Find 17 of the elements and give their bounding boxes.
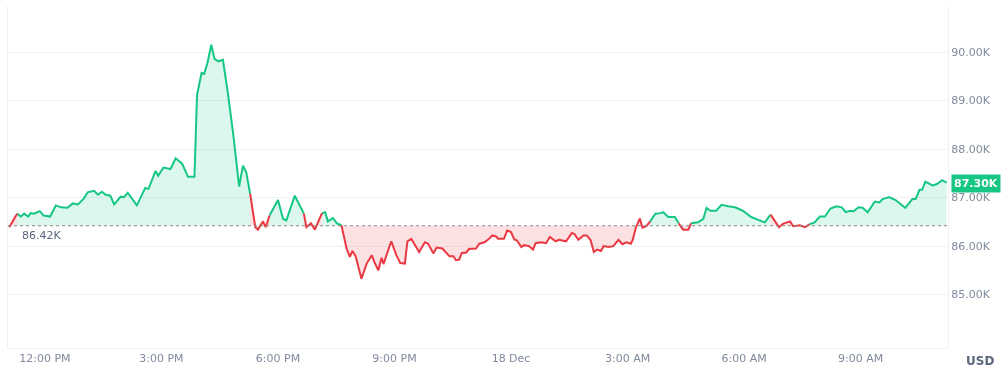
x-tick-label: 6:00 PM (255, 352, 301, 366)
y-tick-label: 89.00K (951, 94, 991, 108)
y-tick-label: 85.00K (951, 288, 991, 302)
x-tick-label: 3:00 PM (139, 352, 184, 366)
y-tick-label: 86.00K (951, 239, 991, 253)
y-tick-label: 87.00K (951, 191, 991, 205)
y-tick-label: 90.00K (951, 45, 991, 59)
ref-line-label: 86.42K (22, 229, 62, 242)
annotation: 87.30K (954, 177, 998, 190)
x-tick-label: 18 Dec (491, 352, 531, 366)
x-tick-label: 12:00 PM (19, 352, 71, 366)
x-tick-label: 3:00 AM (604, 352, 651, 366)
y-tick-label: 88.00K (951, 142, 991, 156)
x-tick-label: 9:00 PM (372, 352, 417, 366)
y-axis-title: USD (966, 354, 995, 368)
x-tick-label: 6:00 AM (721, 352, 767, 366)
x-tick-label: 9:00 AM (837, 352, 884, 366)
